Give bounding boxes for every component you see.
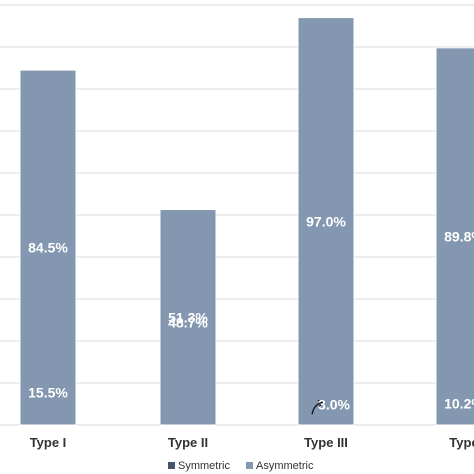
bars [19, 17, 474, 426]
data-label: 3.0% [318, 396, 350, 412]
legend-label: Asymmetric [256, 460, 314, 472]
x-tick-label: Type II [168, 435, 208, 450]
bar-segment-asymmetric [435, 47, 474, 426]
x-tick-label: Type [449, 435, 474, 450]
data-label: 89.8% [444, 228, 474, 244]
callout-arrowhead [317, 399, 325, 407]
legend: Symmetric Asymmetric [168, 460, 314, 472]
bar-segment-asymmetric [19, 69, 77, 426]
data-label: 84.5% [28, 240, 68, 256]
callout-arrow [311, 401, 323, 415]
bar-segment-asymmetric [159, 209, 217, 426]
x-tick-label: Type III [304, 435, 348, 450]
legend-swatch [168, 462, 175, 469]
data-label: 97.0% [306, 213, 346, 229]
data-labels: 15.5% 84.5% 48.7%51.3% 3.0% 97.0% 10.2% 89.8% [28, 213, 474, 415]
data-label: 10.2% [444, 396, 474, 412]
data-label: 51.3% [168, 309, 208, 325]
legend-label: Symmetric [178, 460, 230, 472]
legend-swatch [246, 462, 253, 469]
gridlines [0, 4, 474, 426]
x-axis-tick-labels: Type I Type II Type III Type [30, 435, 474, 450]
data-label: 15.5% [28, 384, 68, 400]
bar-segment-asymmetric [297, 17, 355, 426]
x-tick-label: Type I [30, 435, 67, 450]
data-label: 48.7% [168, 315, 208, 331]
